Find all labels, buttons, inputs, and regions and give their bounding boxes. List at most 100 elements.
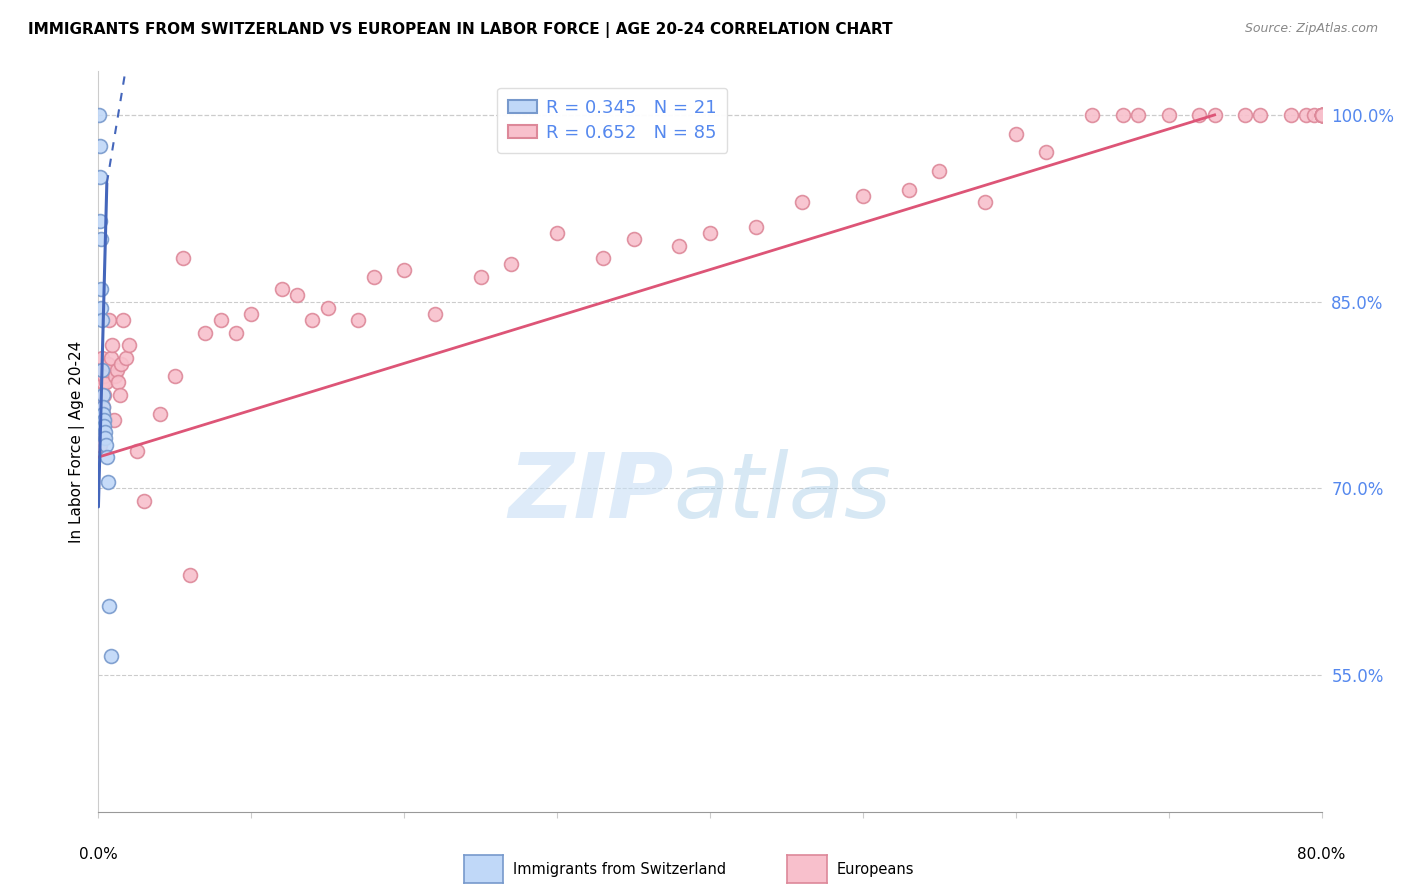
Point (101, 338, 124, 352)
Point (90, 282, 112, 296)
Point (91, 401, 114, 415)
Text: Source: ZipAtlas.com: Source: ZipAtlas.com (1244, 22, 1378, 36)
Point (118, 338, 141, 352)
Text: ZIP: ZIP (508, 450, 673, 537)
Point (270, 282, 294, 296)
Point (179, 568, 201, 582)
Point (928, 164, 950, 178)
Point (94, 432, 117, 446)
Point (1188, 108, 1211, 122)
Point (225, 326, 247, 340)
Point (423, 307, 446, 321)
Point (1310, 108, 1333, 122)
Point (163, 369, 186, 384)
Point (546, 226, 568, 240)
Text: 0.0%: 0.0% (79, 847, 118, 862)
Point (1128, 108, 1150, 122)
Y-axis label: In Labor Force | Age 20-24: In Labor Force | Age 20-24 (69, 341, 84, 542)
Point (90, 407, 112, 421)
Point (470, 269, 492, 284)
Point (209, 313, 232, 327)
Point (623, 232, 645, 246)
Point (90, 425, 112, 440)
Point (96, 450, 118, 464)
Point (1310, 108, 1333, 122)
Point (1310, 108, 1333, 122)
Point (90, 394, 112, 409)
Point (89, 425, 111, 440)
Point (91, 407, 114, 421)
Point (301, 313, 323, 327)
Legend: R = 0.345   N = 21, R = 0.652   N = 85: R = 0.345 N = 21, R = 0.652 N = 85 (498, 87, 727, 153)
Point (1081, 108, 1104, 122)
Point (93, 425, 115, 440)
Point (98, 599, 121, 614)
Point (699, 226, 721, 240)
Point (91, 363, 114, 377)
Point (93, 413, 115, 427)
Point (91, 407, 114, 421)
Point (974, 194, 997, 209)
Point (89, 170, 111, 185)
Point (90, 313, 112, 327)
Point (316, 301, 339, 315)
Point (115, 351, 138, 365)
Point (347, 313, 370, 327)
Point (89, 139, 111, 153)
Point (93, 369, 115, 384)
Point (100, 649, 122, 664)
Point (1310, 108, 1333, 122)
Point (1234, 108, 1257, 122)
Point (90, 376, 112, 390)
Point (1112, 108, 1135, 122)
Point (89, 401, 111, 415)
Text: Europeans: Europeans (837, 863, 914, 877)
Text: atlas: atlas (673, 450, 891, 537)
Point (93, 419, 115, 434)
Point (392, 263, 416, 277)
Point (240, 307, 263, 321)
Point (745, 219, 768, 234)
Point (668, 238, 690, 252)
Point (592, 251, 614, 265)
Point (90, 232, 112, 246)
Point (97, 357, 120, 371)
Text: IMMIGRANTS FROM SWITZERLAND VS EUROPEAN IN LABOR FORCE | AGE 20-24 CORRELATION C: IMMIGRANTS FROM SWITZERLAND VS EUROPEAN … (28, 22, 893, 38)
Point (89, 213, 111, 227)
Point (363, 269, 385, 284)
Point (108, 388, 131, 402)
Text: 80.0%: 80.0% (1298, 847, 1346, 862)
Point (104, 369, 127, 384)
Point (91, 351, 114, 365)
Point (852, 188, 875, 202)
Point (1279, 108, 1302, 122)
Point (1004, 127, 1026, 141)
Point (89, 108, 111, 122)
Point (1310, 108, 1333, 122)
Point (97, 475, 120, 489)
Point (96, 363, 118, 377)
Point (1157, 108, 1180, 122)
Point (1310, 108, 1333, 122)
Point (89, 407, 111, 421)
Text: Immigrants from Switzerland: Immigrants from Switzerland (513, 863, 727, 877)
Point (1204, 108, 1226, 122)
Point (897, 183, 920, 197)
Point (1303, 108, 1326, 122)
Point (89, 437, 111, 451)
Point (1250, 108, 1272, 122)
Point (790, 194, 813, 209)
Point (125, 443, 148, 458)
Point (1295, 108, 1317, 122)
Point (111, 313, 134, 327)
Point (1310, 108, 1333, 122)
Point (110, 357, 132, 371)
Point (172, 251, 194, 265)
Point (91, 376, 114, 390)
Point (93, 388, 115, 402)
Point (1035, 145, 1057, 160)
Point (1310, 108, 1333, 122)
Point (91, 388, 114, 402)
Point (134, 493, 156, 508)
Point (103, 413, 125, 427)
